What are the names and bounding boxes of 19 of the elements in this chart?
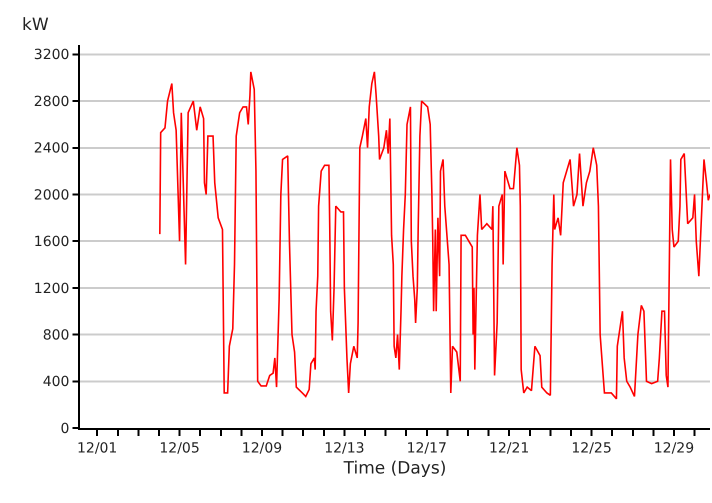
x-tick-label: 12/25 [571,440,612,457]
y-tick-label: 1600 [34,234,70,250]
y-tick-label: 2000 [34,187,70,204]
y-axis-title: kW [22,15,49,35]
x-tick-label: 12/17 [406,440,447,457]
y-tick-label: 800 [42,327,70,344]
x-tick-label: 12/09 [242,440,282,457]
x-tick-label: 12/13 [324,440,365,457]
y-tick-label: 0 [60,420,70,437]
x-tick-label: 12/21 [488,440,530,457]
y-tick-label: 2400 [34,140,70,157]
y-tick-label: 1200 [34,280,70,297]
y-tick-label: 400 [42,374,70,390]
y-tick-label: 3200 [34,47,70,64]
x-tick-label: 12/29 [654,440,694,457]
x-tick-label: 12/01 [76,440,118,457]
y-tick-label: 2800 [34,94,70,110]
x-axis-title: Time (Days) [342,458,446,478]
x-tick-label: 12/05 [159,440,200,457]
